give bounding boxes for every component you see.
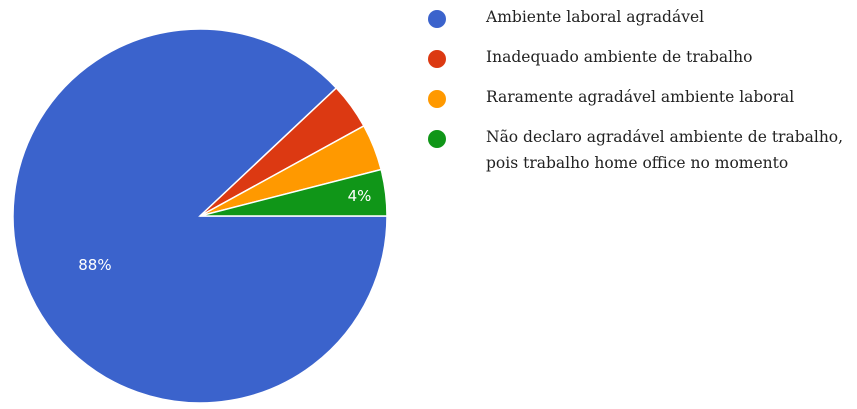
legend-label: Raramente agradável ambiente laboral (486, 88, 795, 106)
chart-legend: Ambiente laboral agradável Inadequado amb… (428, 4, 853, 190)
legend-label: Inadequado ambiente de trabalho (486, 48, 753, 66)
legend-label: Não declaro agradável ambiente de trabal… (486, 128, 844, 172)
legend-item: Não declaro agradável ambiente de trabal… (428, 124, 853, 176)
slice-data-label: 88% (78, 256, 111, 274)
legend-item: Raramente agradável ambiente laboral (428, 84, 853, 110)
legend-swatch (428, 50, 446, 68)
legend-swatch (428, 90, 446, 108)
pie-slice (199, 168, 388, 217)
legend-label: Ambiente laboral agradável (486, 8, 705, 26)
legend-item: Ambiente laboral agradável (428, 4, 853, 30)
legend-swatch (428, 130, 446, 148)
slice-data-label: 4% (348, 187, 372, 205)
legend-item: Inadequado ambiente de trabalho (428, 44, 853, 70)
legend-swatch (428, 10, 446, 28)
